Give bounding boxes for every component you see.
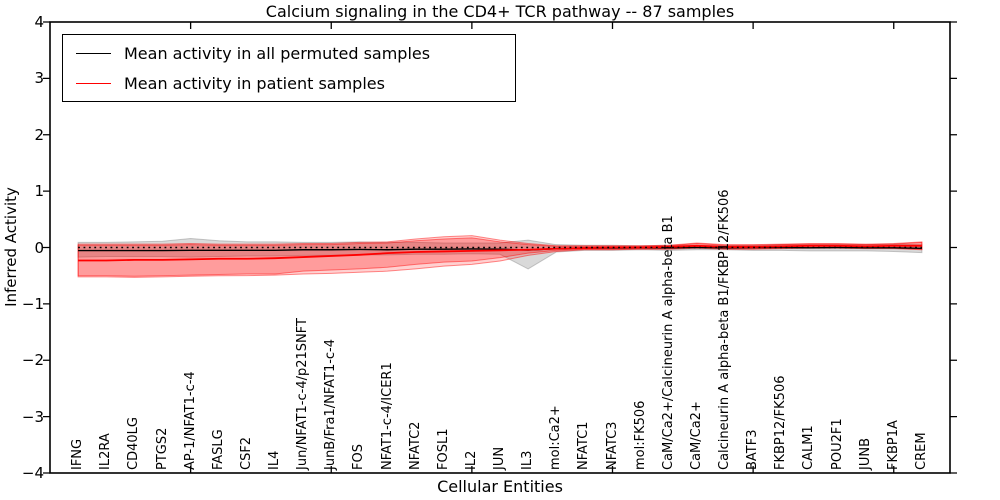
x-tick-label: Jun/NFAT1-c-4/p21SNFT: [295, 318, 311, 470]
x-tick-label: IFNG: [70, 438, 86, 470]
legend-item-permuted: Mean activity in all permuted samples: [63, 41, 515, 65]
x-tick-label: PTGS2: [154, 427, 170, 470]
x-tick-label: CREM: [913, 432, 929, 470]
y-tick-label: 3: [34, 69, 44, 88]
x-tick-label: FOS: [351, 444, 367, 470]
legend-item-patient: Mean activity in patient samples: [63, 71, 515, 95]
x-tick-label: AP-1/NFAT1-c-4: [182, 371, 198, 470]
patient-mean-line: [78, 244, 922, 262]
y-tick-label: −4: [21, 464, 44, 482]
x-tick-label: BATF3: [745, 429, 761, 471]
x-tick-label: NFATC1: [576, 421, 592, 470]
x-tick-label: NFAT1-c-4/ICER1: [379, 362, 395, 470]
x-tick-label: FOSL1: [435, 428, 451, 470]
x-tick-label: CaM/Ca2+: [688, 401, 704, 470]
y-tick-label: 0: [34, 238, 44, 257]
x-tick-label: JUNB: [857, 438, 873, 470]
x-tick-label: CSF2: [238, 436, 254, 470]
x-tick-label: NFATC3: [604, 421, 620, 470]
legend-label-patient: Mean activity in patient samples: [124, 73, 385, 93]
patient-line-swatch: [76, 82, 111, 84]
x-tick-label: FKBP12/FK506: [773, 375, 789, 471]
x-tick-label: CALM1: [801, 425, 817, 470]
y-tick-label: 2: [34, 125, 44, 144]
legend: Mean activity in all permuted samples Me…: [62, 34, 516, 102]
permuted-line-swatch: [76, 52, 111, 54]
x-tick-label: NFATC2: [407, 421, 423, 470]
x-tick-label: IL2: [463, 450, 479, 470]
x-tick-label: IL4: [267, 450, 282, 470]
legend-label-permuted: Mean activity in all permuted samples: [124, 43, 431, 63]
axis-ticks: [43, 21, 957, 474]
y-tick-label: −1: [21, 294, 44, 313]
y-tick-label: 4: [34, 13, 44, 31]
y-tick-label: −2: [21, 351, 44, 370]
y-tick-label: −3: [21, 407, 44, 426]
x-tick-label: IL2RA: [98, 433, 114, 470]
x-tick-label: FKBP1A: [885, 420, 901, 470]
x-tick-label: mol:Ca2+: [548, 405, 564, 470]
x-tick-label: Calcineurin A alpha-beta B1/FKBP12/FK506: [717, 189, 732, 470]
x-tick-label: JunB/Fra1/NFAT1-c-4: [323, 338, 339, 470]
x-tick-label: POU2F1: [829, 418, 845, 470]
x-tick-label: IL3: [520, 450, 536, 470]
x-tick-label: CaM/Ca2+/Calcineurin A alpha-beta B1: [660, 215, 676, 470]
x-tick-label: mol:FK506: [632, 400, 648, 470]
x-tick-label: JUN: [492, 446, 507, 470]
x-axis-label: Cellular Entities: [437, 477, 563, 496]
x-tick-label: FASLG: [210, 429, 226, 470]
y-tick-label: 1: [34, 182, 44, 201]
x-tick-label: CD40LG: [126, 417, 142, 470]
chart-title: Calcium signaling in the CD4+ TCR pathwa…: [265, 2, 735, 21]
